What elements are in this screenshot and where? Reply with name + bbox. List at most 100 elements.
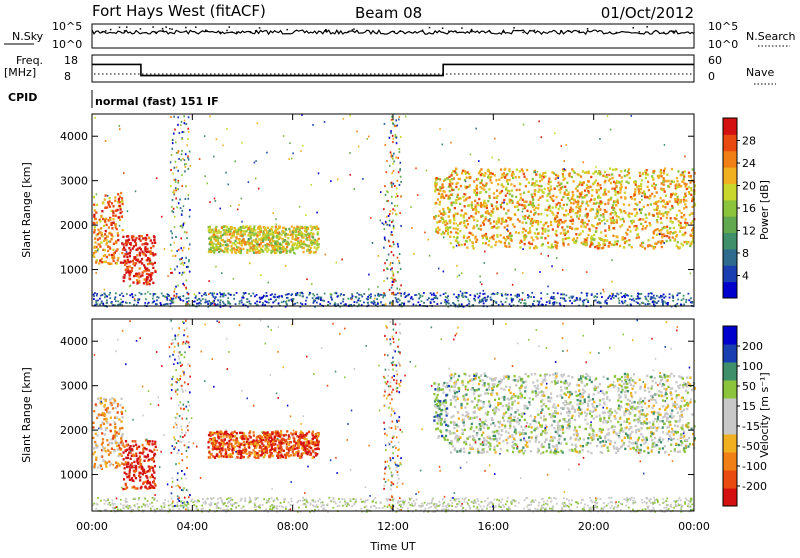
range-cell: [113, 401, 115, 403]
range-cell: [94, 241, 96, 243]
range-cell: [220, 449, 222, 451]
range-cell: [164, 248, 166, 250]
range-cell: [567, 213, 569, 215]
range-cell: [103, 255, 105, 257]
range-cell: [246, 225, 248, 227]
range-cell: [586, 293, 588, 295]
range-cell: [259, 297, 261, 299]
range-cell: [608, 245, 610, 247]
range-cell: [683, 295, 685, 297]
range-cell: [320, 299, 322, 301]
range-cell: [156, 299, 158, 301]
range-cell: [400, 293, 402, 295]
range-cell: [479, 299, 481, 301]
range-cell: [238, 238, 240, 240]
range-cell: [176, 250, 178, 252]
range-cell: [115, 210, 117, 212]
range-cell: [392, 270, 394, 272]
range-cell: [123, 246, 125, 248]
range-cell: [524, 299, 526, 301]
range-cell: [468, 204, 470, 206]
range-cell: [507, 189, 509, 191]
range-cell: [358, 298, 360, 300]
range-cell: [551, 265, 553, 267]
range-cell: [674, 231, 676, 233]
range-cell: [593, 234, 595, 236]
range-cell: [139, 458, 141, 460]
range-cell: [435, 215, 437, 217]
range-cell: [595, 189, 597, 191]
range-cell: [500, 204, 502, 206]
range-cell: [666, 217, 668, 219]
range-cell: [642, 225, 644, 227]
range-cell: [104, 404, 106, 406]
range-cell: [586, 184, 588, 186]
range-cell: [256, 294, 258, 296]
range-cell: [445, 194, 447, 196]
range-cell: [506, 298, 508, 300]
range-cell: [118, 216, 120, 218]
range-cell: [604, 203, 606, 205]
range-cell: [641, 228, 643, 230]
range-cell: [599, 208, 601, 210]
range-cell: [665, 296, 667, 298]
range-cell: [93, 465, 95, 467]
range-cell: [334, 292, 336, 294]
range-cell: [464, 243, 466, 245]
range-cell: [538, 121, 540, 123]
range-cell: [290, 233, 292, 235]
range-cell: [231, 251, 233, 253]
range-cell: [243, 292, 245, 294]
range-cell: [389, 165, 391, 167]
range-cell: [262, 304, 264, 306]
nsky-point: [152, 26, 154, 28]
range-cell: [636, 298, 638, 300]
range-cell: [153, 449, 155, 451]
nsky-point: [195, 26, 197, 28]
range-cell: [175, 181, 177, 183]
range-cell: [282, 238, 284, 240]
range-cell: [577, 201, 579, 203]
range-cell: [122, 203, 124, 205]
range-cell: [133, 470, 135, 472]
range-cell: [468, 300, 470, 302]
range-cell: [497, 226, 499, 228]
range-cell: [667, 302, 669, 304]
range-cell: [480, 225, 482, 227]
range-cell: [302, 251, 304, 253]
range-cell: [180, 159, 182, 161]
range-cell: [471, 201, 473, 203]
range-cell: [229, 453, 231, 455]
range-cell: [564, 177, 566, 179]
range-cell: [413, 253, 415, 255]
range-cell: [111, 202, 113, 204]
range-cell: [109, 205, 111, 207]
range-cell: [658, 300, 660, 302]
range-cell: [288, 293, 290, 295]
range-cell: [642, 218, 644, 220]
range-cell: [183, 205, 185, 207]
range-cell: [608, 198, 610, 200]
range-cell: [290, 241, 292, 243]
range-cell: [587, 213, 589, 215]
range-cell: [657, 215, 659, 217]
range-cell: [97, 243, 99, 245]
range-cell: [393, 153, 395, 155]
range-cell: [216, 431, 218, 433]
range-cell: [538, 204, 540, 206]
range-cell: [543, 191, 545, 193]
range-cell: [278, 302, 280, 304]
range-cell: [666, 174, 668, 176]
range-cell: [505, 212, 507, 214]
range-cell: [690, 189, 692, 191]
range-cell: [493, 220, 495, 222]
range-cell: [312, 297, 314, 299]
range-cell: [97, 233, 99, 235]
range-cell: [125, 440, 127, 442]
range-cell: [616, 180, 618, 182]
range-cell: [286, 300, 288, 302]
range-cell: [104, 289, 106, 291]
range-cell: [544, 230, 546, 232]
range-cell: [464, 225, 466, 227]
range-cell: [118, 432, 120, 434]
